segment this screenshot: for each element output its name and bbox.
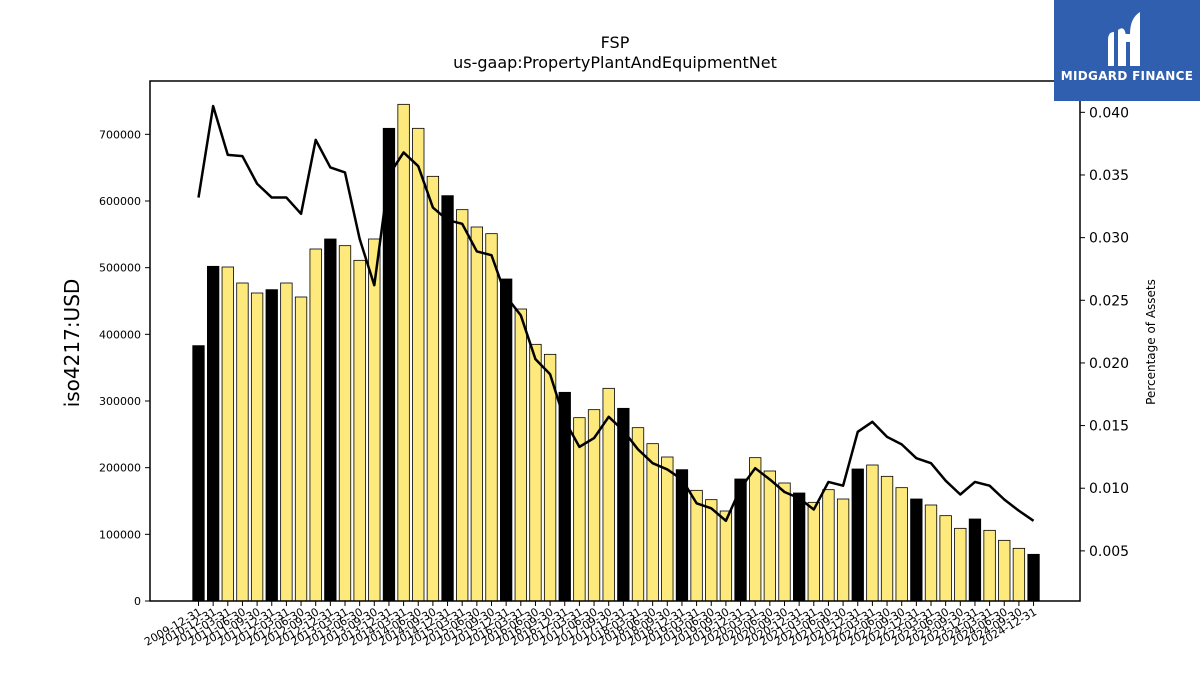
- bar-2012-12-31: [324, 238, 337, 602]
- bar-2015-03-31: [456, 209, 469, 602]
- y-tick-label: 500000: [99, 262, 141, 275]
- y-tick-label: 100000: [99, 528, 141, 541]
- bar-2018-12-31: [675, 469, 689, 602]
- plot-frame: [149, 80, 1081, 602]
- bar-2016-09-30: [543, 353, 557, 602]
- bar-2020-09-30: [778, 482, 791, 602]
- bar-2016-03-31: [514, 308, 527, 602]
- chart-axes: 0 100000 200000 300000 400000 500000 600000 700…: [99, 80, 1129, 649]
- bar-2011-12-31: [265, 289, 278, 602]
- bar-2015-09-30: [485, 233, 498, 602]
- y2-tick-label: 0.025: [1089, 293, 1129, 309]
- bar-2022-12-31: [910, 498, 923, 602]
- bar-2020-03-31: [749, 457, 762, 602]
- bar-2016-06-30: [529, 343, 542, 602]
- bar-2015-12-31: [499, 278, 513, 602]
- y2-tick-label: 0.010: [1089, 481, 1129, 497]
- y2-tick-label: 0.040: [1089, 105, 1129, 121]
- bar-2012-09-30: [309, 248, 322, 602]
- bar-2019-06-30: [705, 499, 718, 602]
- bar-2014-09-30: [426, 175, 440, 602]
- bar-2023-12-31: [968, 518, 982, 602]
- y2-tick-label: 0.005: [1089, 544, 1129, 560]
- bar-2024-03-31: [983, 529, 996, 602]
- bar-2021-03-31: [807, 501, 820, 602]
- bar-2012-03-31: [280, 282, 293, 602]
- chart-title: FSP: [601, 33, 630, 52]
- bar-2018-09-30: [661, 456, 674, 602]
- bar-2019-09-30: [719, 510, 733, 602]
- bar-2022-09-30: [895, 487, 908, 602]
- pct-assets-line: [197, 104, 1035, 523]
- bar-2016-12-31: [558, 391, 571, 602]
- bar-2024-12-31: [1027, 553, 1040, 602]
- y2-tick-label: 0.030: [1089, 231, 1129, 247]
- bar-2014-03-31: [397, 103, 410, 602]
- y-tick-label: 300000: [99, 395, 141, 408]
- y-tick-label: 400000: [99, 328, 141, 341]
- y-axis-label: iso4217:USD: [60, 279, 84, 408]
- bar-2021-09-30: [836, 498, 850, 602]
- bar-2014-06-30: [412, 127, 425, 602]
- bar-2024-09-30: [1012, 547, 1026, 602]
- bar-2020-12-31: [793, 492, 806, 602]
- bar-2023-06-30: [939, 515, 952, 602]
- y-tick-label: 700000: [99, 128, 141, 141]
- bar-2009-12-31: [192, 345, 205, 602]
- bar-2023-03-31: [924, 504, 938, 602]
- bar-2012-06-30: [294, 296, 308, 602]
- bar-2011-09-30: [250, 292, 264, 602]
- bar-2020-06-30: [763, 470, 776, 602]
- y-tick-label: 600000: [99, 195, 141, 208]
- bar-series: [192, 103, 1040, 602]
- bar-2021-06-30: [822, 489, 835, 602]
- y-tick-label: 0: [134, 595, 141, 608]
- bar-2021-12-31: [851, 468, 864, 602]
- y2-tick-label: 0.020: [1089, 356, 1129, 372]
- bar-2010-12-31: [206, 265, 220, 602]
- bar-2011-03-31: [221, 266, 234, 602]
- chart-subtitle: us-gaap:PropertyPlantAndEquipmentNet: [453, 53, 777, 72]
- bar-2022-06-30: [880, 475, 894, 602]
- y-tick-label: 200000: [99, 462, 141, 475]
- bar-2011-06-30: [236, 282, 249, 602]
- logo-text: MIDGARD FINANCE: [1060, 69, 1194, 83]
- midgard-logo-icon: [1108, 12, 1140, 66]
- bar-2022-03-31: [866, 464, 879, 602]
- bar-2013-03-31: [338, 245, 352, 602]
- bar-2019-03-31: [690, 489, 703, 602]
- bar-2024-06-30: [998, 539, 1011, 602]
- bar-2018-06-30: [646, 443, 659, 602]
- bar-2015-06-30: [470, 226, 484, 602]
- bar-2023-09-30: [954, 527, 967, 602]
- y2-tick-label: 0.015: [1089, 419, 1129, 435]
- y2-tick-label: 0.035: [1089, 168, 1129, 184]
- bar-2013-09-30: [368, 238, 381, 602]
- bar-2014-12-31: [441, 195, 454, 602]
- pct-assets-series: [197, 104, 1035, 523]
- bar-2013-06-30: [353, 259, 366, 602]
- y2-axis-label: Percentage of Assets: [1144, 279, 1158, 405]
- brand-logo: MIDGARD FINANCE: [1054, 0, 1200, 101]
